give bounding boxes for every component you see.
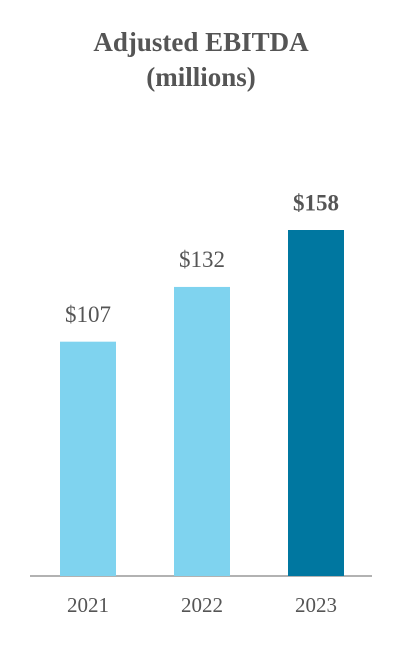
chart-title: Adjusted EBITDA — [93, 27, 309, 57]
value-label: $132 — [179, 247, 225, 272]
value-label: $107 — [65, 302, 111, 327]
bar — [288, 230, 344, 576]
value-label: $158 — [293, 190, 339, 215]
x-tick-label: 2023 — [295, 593, 337, 617]
chart-subtitle: (millions) — [146, 62, 256, 92]
bar — [174, 286, 230, 576]
x-tick-label: 2021 — [67, 593, 109, 617]
x-tick-label: 2022 — [181, 593, 223, 617]
bar — [60, 341, 116, 576]
